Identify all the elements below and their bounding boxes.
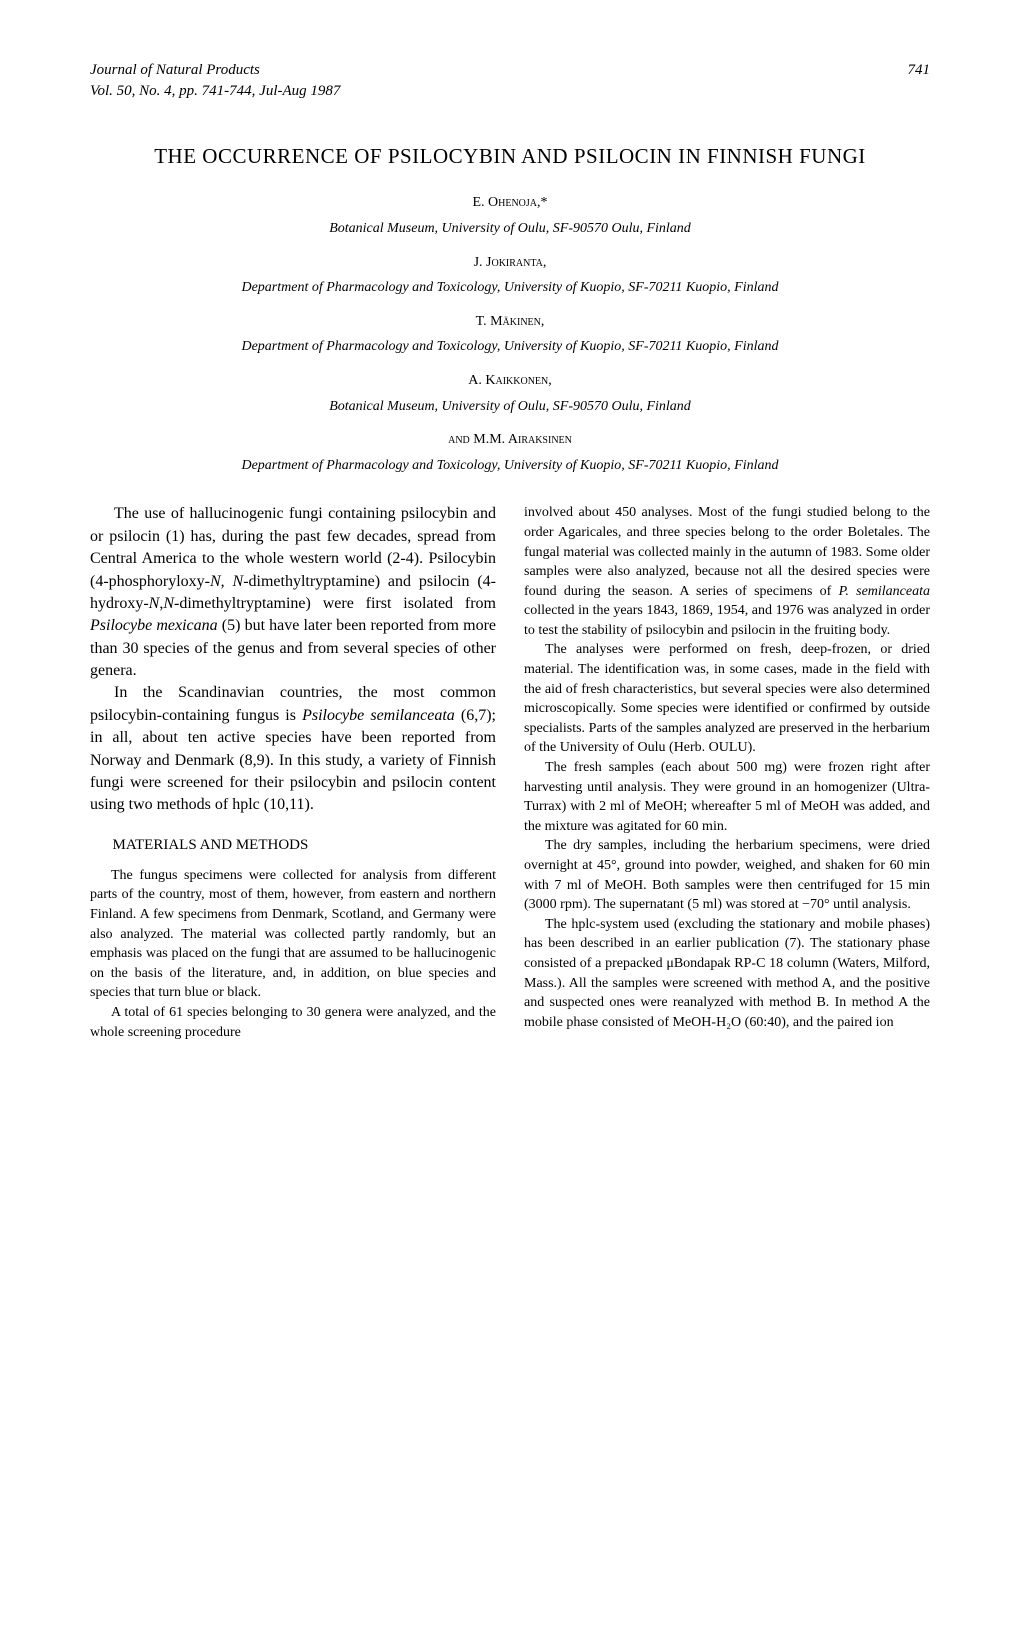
- body-paragraph: The use of hallucinogenic fungi containi…: [90, 503, 496, 682]
- page-number: 741: [908, 60, 931, 81]
- page-header: Journal of Natural Products Vol. 50, No.…: [90, 60, 930, 102]
- body-columns: The use of hallucinogenic fungi containi…: [90, 503, 930, 1042]
- author-affiliation: Department of Pharmacology and Toxicolog…: [90, 278, 930, 298]
- right-column: involved about 450 analyses. Most of the…: [524, 503, 930, 1042]
- journal-name: Journal of Natural Products: [90, 60, 340, 81]
- methods-paragraph: A total of 61 species belonging to 30 ge…: [90, 1003, 496, 1042]
- methods-text: The fungus specimens were collected for …: [90, 866, 496, 1042]
- author-affiliation: Department of Pharmacology and Toxicolog…: [90, 456, 930, 476]
- methods-paragraph: The fresh samples (each about 500 mg) we…: [524, 758, 930, 836]
- author-name: T. Mäkinen,: [90, 312, 930, 332]
- author-name: J. Jokiranta,: [90, 253, 930, 273]
- article-title: THE OCCURRENCE OF PSILOCYBIN AND PSILOCI…: [90, 142, 930, 171]
- methods-text: involved about 450 analyses. Most of the…: [524, 503, 930, 1032]
- methods-paragraph: The analyses were performed on fresh, de…: [524, 640, 930, 758]
- author-name: A. Kaikkonen,: [90, 371, 930, 391]
- volume-info: Vol. 50, No. 4, pp. 741-744, Jul-Aug 198…: [90, 81, 340, 102]
- author-affiliation: Botanical Museum, University of Oulu, SF…: [90, 219, 930, 239]
- author-affiliation: Botanical Museum, University of Oulu, SF…: [90, 397, 930, 417]
- section-heading: MATERIALS AND METHODS: [90, 835, 496, 856]
- author-name: E. Ohenoja,*: [90, 193, 930, 213]
- author-affiliation: Department of Pharmacology and Toxicolog…: [90, 337, 930, 357]
- authors-block: E. Ohenoja,* Botanical Museum, Universit…: [90, 193, 930, 475]
- author-name: and M.M. Airaksinen: [90, 430, 930, 450]
- body-paragraph: In the Scandinavian countries, the most …: [90, 682, 496, 816]
- methods-paragraph: involved about 450 analyses. Most of the…: [524, 503, 930, 640]
- left-column: The use of hallucinogenic fungi containi…: [90, 503, 496, 1042]
- methods-paragraph: The hplc-system used (excluding the stat…: [524, 915, 930, 1033]
- methods-paragraph: The fungus specimens were collected for …: [90, 866, 496, 1003]
- journal-info: Journal of Natural Products Vol. 50, No.…: [90, 60, 340, 102]
- methods-paragraph: The dry samples, including the herbarium…: [524, 836, 930, 914]
